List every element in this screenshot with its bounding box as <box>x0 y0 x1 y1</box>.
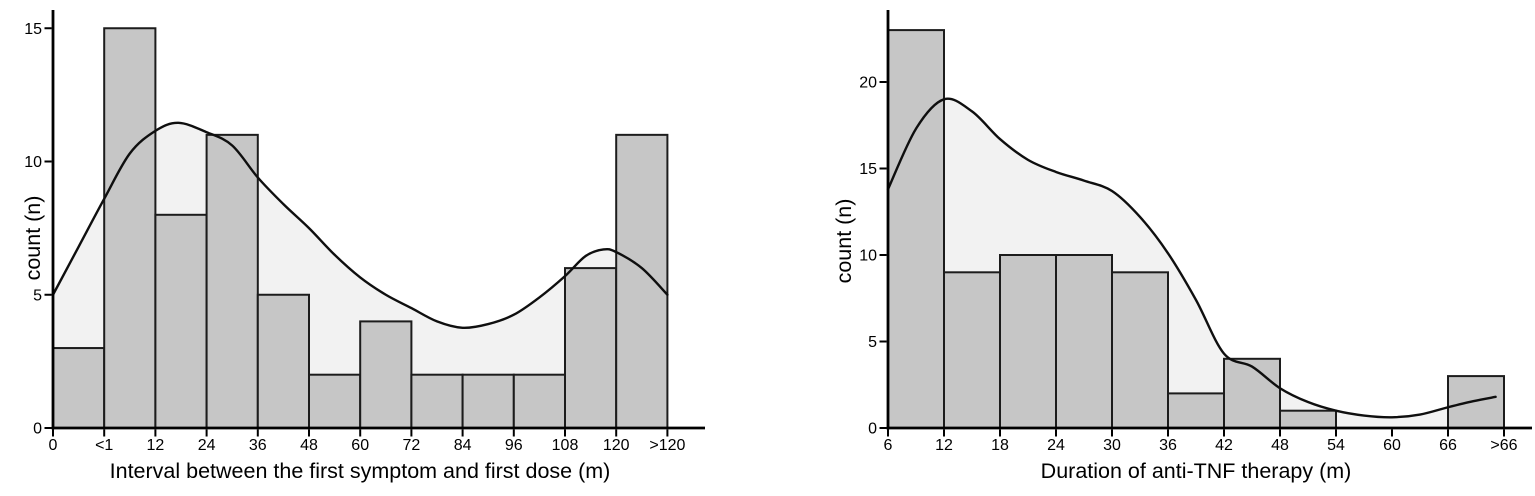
x-tick-label: 18 <box>991 437 1009 454</box>
x-tick-label: 48 <box>300 437 318 454</box>
x-tick-label: 66 <box>1439 437 1457 454</box>
y-axis-title: count (n) <box>21 196 45 281</box>
x-tick-label: 24 <box>198 437 216 454</box>
y-tick-label: 0 <box>33 421 42 438</box>
x-axis-title: Duration of anti-TNF therapy (m) <box>1041 459 1352 483</box>
x-tick-label: 60 <box>1383 437 1401 454</box>
x-tick-label: 6 <box>884 437 893 454</box>
x-tick-label: 0 <box>49 437 58 454</box>
density-curve <box>51 121 669 330</box>
histogram-bar <box>1055 254 1113 429</box>
histogram-bar <box>52 347 106 429</box>
x-tick-label: 12 <box>147 437 165 454</box>
histogram-bar <box>103 27 157 429</box>
histogram-bar <box>1167 392 1225 429</box>
x-tick-label: 96 <box>505 437 523 454</box>
histogram-bar <box>564 267 618 429</box>
density-curve <box>886 97 1497 419</box>
histogram-duration-chart: 6 12 18 24 30 36 42 48 54 60 66 >66 0 5 10 15 20 Duration… <box>832 10 1532 483</box>
x-tick-label: 12 <box>935 437 953 454</box>
histogram-bar <box>999 254 1057 429</box>
histogram-bar <box>205 133 259 429</box>
histogram-bar <box>154 213 208 429</box>
x-tick-label: 108 <box>552 437 579 454</box>
x-tick-label: 36 <box>1159 437 1177 454</box>
x-tick-label: 36 <box>249 437 267 454</box>
histogram-bar <box>308 373 362 430</box>
y-tick-label: 15 <box>859 161 877 178</box>
x-tick-label: >120 <box>649 437 685 454</box>
x-tick-label: 24 <box>1047 437 1065 454</box>
x-tick-label: >66 <box>1490 437 1517 454</box>
y-tick-label: 20 <box>859 75 877 92</box>
histogram-bar <box>943 271 1001 429</box>
histogram-bar <box>461 373 515 430</box>
histogram-bar <box>256 293 310 429</box>
y-tick-label: 15 <box>24 21 42 38</box>
y-tick-label: 5 <box>868 334 877 351</box>
histogram-bar <box>359 320 413 429</box>
histogram-bar <box>512 373 566 430</box>
x-tick-label: 120 <box>603 437 630 454</box>
x-tick-label: 48 <box>1271 437 1289 454</box>
histogram-interval-chart: 0 <1 12 24 36 48 60 72 84 96 108 120 >120 0 5 10 15 Inter… <box>21 10 705 483</box>
y-axis-title: count (n) <box>832 199 856 284</box>
histogram-bar <box>1447 375 1505 430</box>
histogram-bar <box>1223 357 1281 429</box>
x-axis-title: Interval between the first symptom and f… <box>110 459 611 483</box>
histogram-bar <box>1111 271 1169 429</box>
x-tick-label: 72 <box>403 437 421 454</box>
x-tick-label: 84 <box>454 437 472 454</box>
histogram-bar <box>410 373 464 430</box>
y-tick-label: 10 <box>859 248 877 265</box>
x-tick-label: <1 <box>95 437 113 454</box>
x-tick-label: 54 <box>1327 437 1345 454</box>
histogram-bar <box>1279 409 1337 430</box>
y-tick-label: 0 <box>868 421 877 438</box>
histogram-bar <box>887 29 945 429</box>
y-tick-label: 10 <box>24 154 42 171</box>
x-tick-label: 42 <box>1215 437 1233 454</box>
histogram-bar <box>615 133 669 429</box>
x-tick-label: 30 <box>1103 437 1121 454</box>
y-tick-label: 5 <box>33 287 42 304</box>
x-tick-label: 60 <box>351 437 369 454</box>
